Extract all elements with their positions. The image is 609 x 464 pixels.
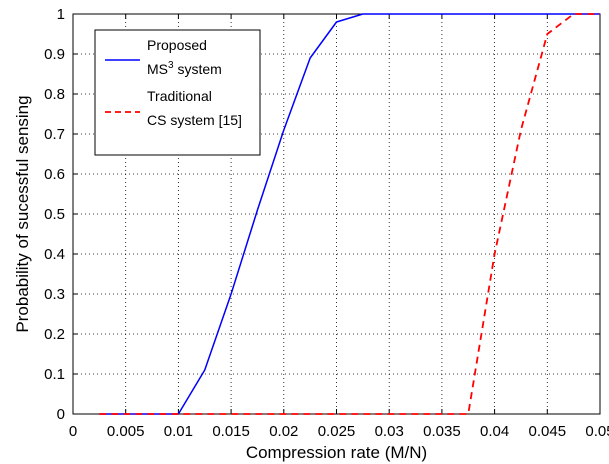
y-tick-label: 0.5 (44, 206, 65, 223)
legend-label-traditional-line2: CS system [15] (147, 112, 242, 128)
legend-label-proposed-tail: system (174, 61, 222, 77)
legend-box (94, 29, 261, 156)
legend: Proposed MS3 system Traditional CS syste… (94, 29, 261, 156)
x-tick-label: 0 (69, 423, 77, 440)
x-tick-label: 0.005 (107, 423, 145, 440)
y-tick-label: 0.9 (44, 46, 65, 63)
x-tick-label: 0.025 (318, 423, 356, 440)
y-tick-label: 0.1 (44, 366, 65, 383)
x-tick-label: 0.01 (164, 423, 193, 440)
legend-label-proposed-line1: Proposed (147, 37, 207, 53)
series-line-traditional (99, 13, 600, 415)
legend-label-proposed-sup: 3 (168, 60, 174, 71)
y-tick-label: 0.8 (44, 86, 65, 103)
y-tick-label: 0.6 (44, 166, 65, 183)
axis-ticks: 0 0.005 0.01 0.015 0.02 0.025 0.03 0.035 0.04 0.0… (44, 6, 609, 440)
legend-label-proposed-line2: MS3 system (147, 60, 222, 77)
series-lines (99, 13, 600, 415)
series-line-proposed (99, 13, 600, 415)
y-tick-label: 1 (57, 6, 65, 23)
legend-label-traditional-line1: Traditional (147, 88, 212, 104)
x-tick-label: 0.03 (375, 423, 404, 440)
x-tick-label: 0.02 (269, 423, 298, 440)
x-axis-label: Compression rate (M/N) (246, 443, 427, 462)
grid (73, 14, 600, 414)
y-tick-label: 0.2 (44, 326, 65, 343)
y-tick-label: 0.7 (44, 126, 65, 143)
y-tick-label: 0.4 (44, 246, 65, 263)
x-tick-label: 0.035 (423, 423, 461, 440)
y-tick-label: 0 (57, 406, 65, 423)
x-tick-label: 0.04 (480, 423, 509, 440)
x-tick-label: 0.045 (529, 423, 567, 440)
x-tick-label: 0.05 (585, 423, 609, 440)
y-tick-label: 0.3 (44, 286, 65, 303)
y-axis-label: Probability of sucessful sensing (13, 95, 32, 332)
legend-label-proposed-ms: MS (147, 61, 168, 77)
x-tick-label: 0.015 (212, 423, 250, 440)
